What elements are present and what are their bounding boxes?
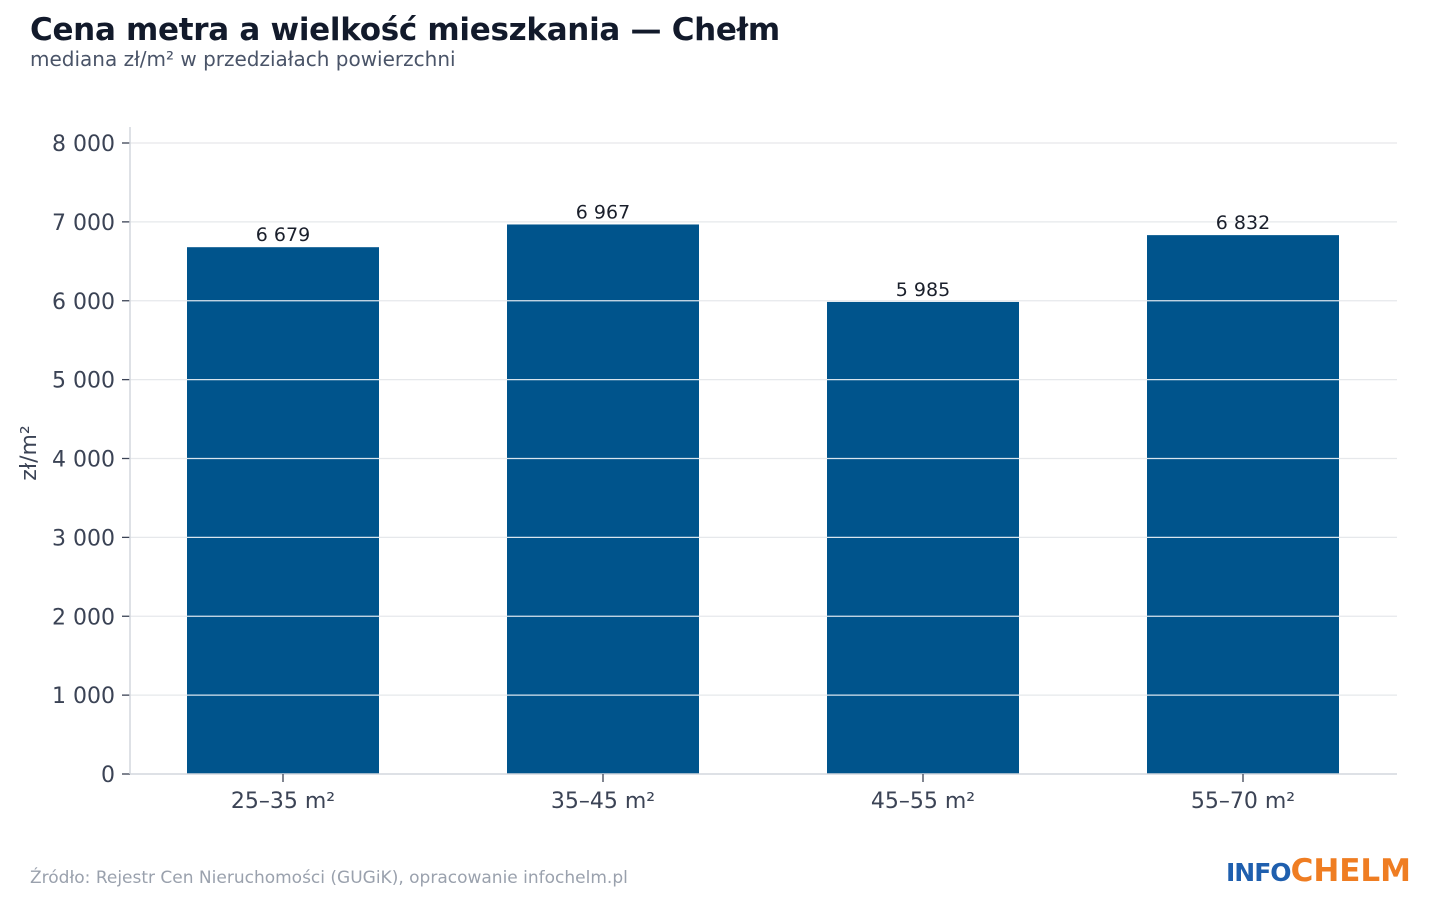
- source-note: Źródło: Rejestr Cen Nieruchomości (GUGiK…: [30, 868, 628, 888]
- logo-chelm-text: CHELM: [1290, 853, 1412, 889]
- y-tick-label: 2 000: [52, 605, 115, 630]
- infochelm-logo: INFOCHELM: [1226, 853, 1411, 889]
- bar-value-label: 5 985: [896, 279, 950, 301]
- y-axis-title: zł/m²: [17, 425, 42, 480]
- bar: [1147, 235, 1339, 775]
- axes: 0 1 000 2 000 3 000 4 000 5 000 6 000 7 000 8 00…: [17, 127, 1397, 814]
- y-tick-label: 3 000: [52, 526, 115, 551]
- y-tick-label: 0: [101, 763, 115, 788]
- x-tick-label: 35–45 m²: [551, 789, 655, 814]
- labels: 6 679 6 967 5 985 6 832: [256, 201, 1270, 300]
- bar: [507, 224, 699, 774]
- bar: [187, 247, 379, 775]
- y-tick-label: 8 000: [52, 132, 115, 157]
- bars: [187, 224, 1339, 775]
- x-tick-label: 25–35 m²: [231, 789, 335, 814]
- x-tick-label: 55–70 m²: [1191, 789, 1295, 814]
- bar-value-label: 6 679: [256, 224, 310, 246]
- chart-subtitle: mediana zł/m² w przedziałach powierzchni: [30, 47, 456, 71]
- logo-info-text: INFO: [1226, 858, 1292, 887]
- y-tick-label: 6 000: [52, 290, 115, 315]
- y-tick-label: 1 000: [52, 684, 115, 709]
- bar-value-label: 6 967: [576, 201, 630, 223]
- x-tick-label: 45–55 m²: [871, 789, 975, 814]
- chart-title: Cena metra a wielkość mieszkania — Chełm: [30, 12, 780, 48]
- y-tick-label: 4 000: [52, 448, 115, 473]
- y-tick-label: 5 000: [52, 369, 115, 394]
- y-tick-label: 7 000: [52, 211, 115, 236]
- bar-value-label: 6 832: [1216, 212, 1270, 234]
